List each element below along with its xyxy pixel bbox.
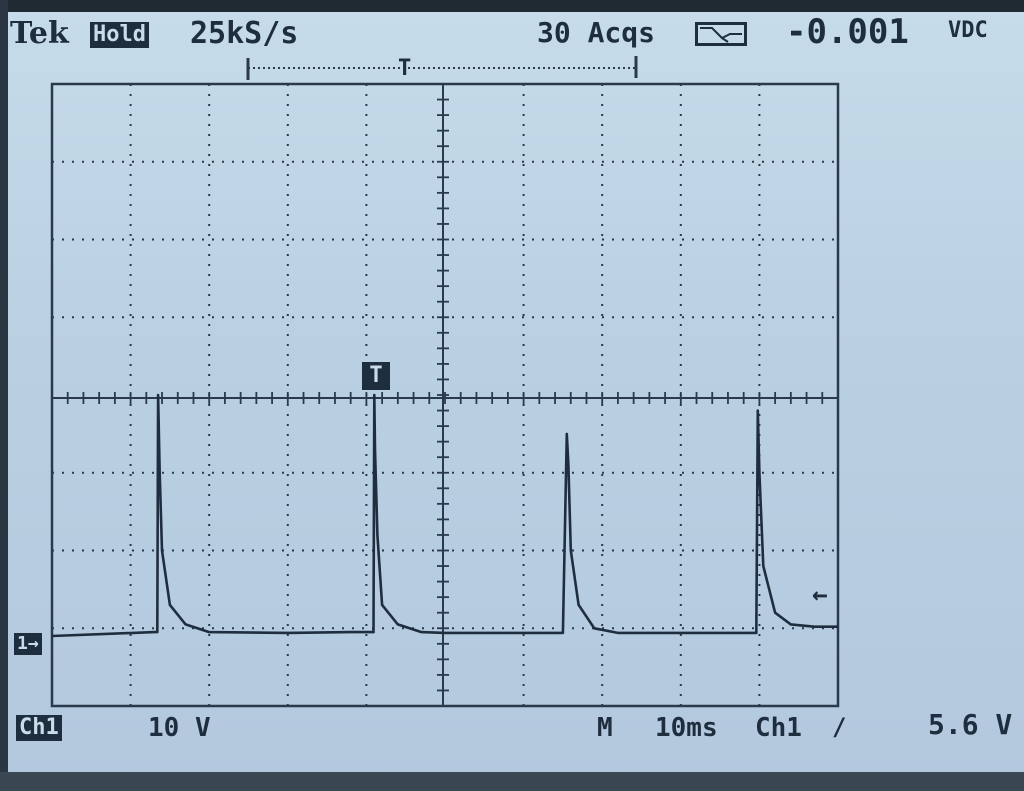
time-per-div: 10ms bbox=[655, 713, 718, 743]
trigger-slope-icon: / bbox=[832, 713, 847, 741]
bezel-top bbox=[0, 0, 1024, 12]
timebase-mode: M bbox=[597, 713, 613, 743]
trigger-level-arrow: ← bbox=[812, 580, 828, 610]
channel-label: Ch1 bbox=[16, 715, 62, 741]
trigger-position-label: T bbox=[398, 56, 412, 81]
acquisition-count: 30 Acqs bbox=[537, 16, 656, 49]
sample-rate: 25kS/s bbox=[190, 16, 299, 51]
waveform-trace bbox=[51, 393, 838, 638]
bezel-left bbox=[0, 0, 8, 791]
trigger-level: 5.6 V bbox=[928, 708, 1013, 741]
brand-label: Tek bbox=[10, 16, 69, 51]
trigger-tag: T bbox=[362, 362, 390, 390]
trigger-source: Ch1 bbox=[755, 713, 802, 743]
bezel-bottom bbox=[0, 772, 1024, 791]
measurement-value: -0.001 bbox=[786, 12, 909, 52]
trigger-envelope-icon bbox=[695, 22, 747, 46]
measurement-unit: VDC bbox=[948, 18, 988, 43]
ch1-ground-marker: 1→ bbox=[14, 633, 42, 655]
hold-badge: Hold bbox=[90, 22, 149, 48]
volts-per-div: 10 V bbox=[148, 713, 211, 743]
